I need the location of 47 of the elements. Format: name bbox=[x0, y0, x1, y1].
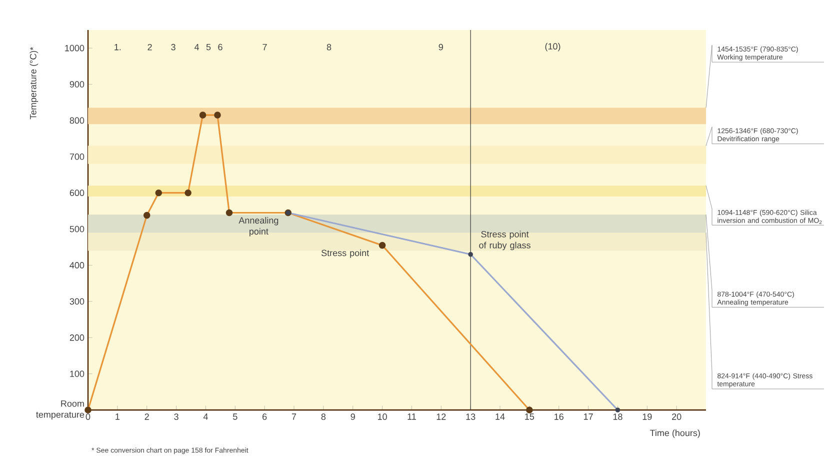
y-tick-label: 100 bbox=[70, 370, 84, 377]
y-tick-label: 900 bbox=[70, 81, 84, 88]
y-tick-label: 200 bbox=[70, 334, 84, 341]
annotation: 9 bbox=[438, 44, 443, 50]
x-tick-label: 1 bbox=[116, 414, 120, 420]
x-tick-label: 12 bbox=[436, 414, 446, 420]
x-tick-label: 16 bbox=[554, 414, 564, 420]
x-tick-label: 10 bbox=[378, 414, 387, 420]
x-tick-label: 11 bbox=[408, 414, 416, 420]
y-tick-label: 700 bbox=[70, 153, 84, 160]
annotation: 8 bbox=[326, 44, 332, 50]
annotation: Stress point bbox=[321, 250, 370, 258]
annotation: (10) bbox=[545, 42, 560, 52]
x-tick-label: 2 bbox=[144, 414, 149, 420]
x-tick-label: 9 bbox=[350, 414, 355, 420]
annotation: 3 bbox=[171, 44, 176, 50]
x-tick-label: 5 bbox=[233, 414, 238, 420]
y-tick-label: 600 bbox=[70, 190, 84, 196]
x-tick-label: 3 bbox=[174, 414, 178, 420]
x-tick-label: 17 bbox=[584, 414, 593, 420]
y-axis-title: Temperature (°C)* bbox=[30, 47, 38, 120]
x-tick-label: 6 bbox=[262, 414, 267, 420]
x-tick-label: 7 bbox=[292, 414, 296, 420]
x-tick-label: 18 bbox=[613, 414, 622, 420]
x-tick-label: 4 bbox=[203, 414, 208, 420]
x-tick-label: 15 bbox=[525, 414, 534, 420]
annotation: Stress point of ruby glass bbox=[479, 230, 530, 250]
x-tick-label: 8 bbox=[321, 414, 326, 420]
y-tick-label: 1000 bbox=[65, 44, 84, 52]
annotation: 7 bbox=[262, 44, 267, 50]
x-tick-label: 13 bbox=[466, 414, 476, 420]
x-axis-title: Time (hours) bbox=[650, 430, 700, 438]
y-tick-label: 800 bbox=[70, 117, 84, 124]
annotation: 4 bbox=[194, 44, 199, 50]
annotation: 2 bbox=[148, 44, 152, 50]
annotation: 1. bbox=[114, 44, 121, 50]
y-tick-label: 300 bbox=[70, 298, 84, 305]
x-tick-label: 20 bbox=[672, 414, 682, 420]
x-tick-label: 14 bbox=[496, 414, 505, 420]
annotation: Annealing point bbox=[238, 216, 278, 236]
annotation: 6 bbox=[218, 44, 222, 50]
y-tick-label: 500 bbox=[70, 226, 84, 232]
x-tick-label: 19 bbox=[642, 414, 652, 420]
y-tick-label: Room temperature bbox=[36, 400, 84, 420]
x-tick-label: 0 bbox=[86, 414, 90, 420]
y-tick-label: 400 bbox=[70, 262, 84, 268]
annotation: 5 bbox=[206, 44, 211, 50]
